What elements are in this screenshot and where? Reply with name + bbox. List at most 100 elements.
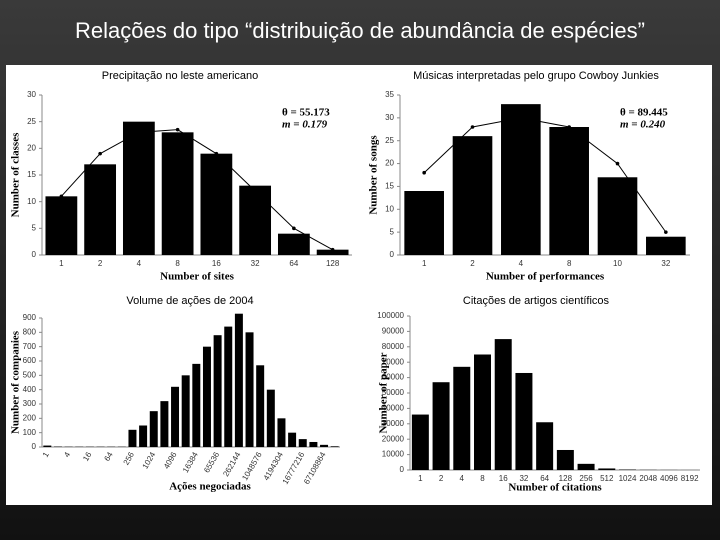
- fit-point: [59, 194, 64, 199]
- x-tick-label: 256: [579, 474, 593, 483]
- fit-point: [519, 116, 523, 120]
- y-tick-label: 35: [385, 90, 394, 99]
- bar: [43, 445, 52, 447]
- y-tick-label: 60000: [382, 373, 405, 382]
- x-tick-label: 512: [600, 474, 614, 483]
- y-tick-label: 5: [32, 223, 37, 232]
- bar: [266, 389, 275, 447]
- bar: [577, 463, 595, 470]
- x-tick-label: 4096: [660, 474, 678, 483]
- bar: [45, 196, 78, 255]
- y-tick-label: 30000: [382, 419, 405, 428]
- x-tick-label: 1024: [619, 474, 637, 483]
- annotation: θ = 89.445: [620, 107, 668, 119]
- chart-title: Precipitação no leste americano: [102, 70, 259, 82]
- x-tick-label: 1: [418, 474, 423, 483]
- x-tick-label: 4: [460, 474, 465, 483]
- fit-line: [61, 129, 333, 251]
- x-tick-label: 4: [62, 450, 72, 459]
- fit-line: [423, 117, 667, 233]
- fit-point: [98, 151, 102, 156]
- y-tick-label: 15: [27, 170, 36, 179]
- x-tick-label: 8192: [681, 474, 699, 483]
- x-axis-label: Number of citations: [508, 482, 602, 494]
- x-axis-label: Ações negociadas: [169, 481, 251, 493]
- bar: [597, 177, 638, 255]
- x-tick-label: 10: [613, 259, 622, 268]
- x-tick-label: 128: [326, 259, 340, 268]
- y-tick-label: 300: [23, 399, 37, 408]
- y-tick-label: 25: [385, 136, 394, 145]
- bar: [452, 136, 493, 255]
- bar: [171, 386, 180, 447]
- y-tick-label: 5: [390, 227, 395, 236]
- y-tick-label: 200: [23, 413, 37, 422]
- y-tick-label: 0: [32, 250, 37, 259]
- x-tick-label: 16: [499, 474, 508, 483]
- annotation: m = 0.179: [282, 119, 328, 131]
- bar: [309, 441, 318, 447]
- x-tick-label: 1: [422, 259, 427, 268]
- bar: [316, 249, 349, 255]
- x-tick-label: 2: [439, 474, 444, 483]
- fit-point: [422, 170, 426, 175]
- bar: [515, 372, 533, 470]
- bar: [181, 375, 190, 447]
- y-tick-label: 10: [27, 197, 36, 206]
- y-tick-label: 500: [23, 370, 37, 379]
- y-tick-label: 30: [27, 90, 36, 99]
- y-tick-label: 20000: [382, 434, 405, 443]
- y-axis-label: Number of paper: [378, 352, 390, 433]
- bar: [256, 365, 265, 447]
- bar: [453, 366, 471, 470]
- bar: [549, 127, 589, 255]
- x-tick-label: 64: [289, 259, 298, 268]
- y-axis-label: Number of songs: [368, 135, 380, 215]
- bar: [288, 432, 297, 447]
- bar: [200, 153, 233, 255]
- x-tick-label: 1: [59, 259, 64, 268]
- bar: [245, 332, 254, 447]
- x-tick-label: 64: [540, 474, 549, 483]
- bar: [474, 354, 491, 470]
- y-tick-label: 900: [23, 313, 37, 322]
- x-tick-label: 2: [98, 259, 103, 268]
- bar: [556, 449, 574, 470]
- y-tick-label: 70000: [382, 357, 405, 366]
- y-tick-label: 20: [385, 159, 394, 168]
- chart-title: Músicas interpretadas pelo grupo Cowboy …: [413, 70, 659, 82]
- y-tick-label: 15: [385, 182, 394, 191]
- y-tick-label: 80000: [382, 342, 405, 351]
- bar: [84, 164, 117, 255]
- bar: [411, 414, 429, 470]
- y-tick-label: 800: [23, 327, 37, 336]
- y-tick-label: 100: [23, 428, 37, 437]
- slide-title: Relações do tipo “distribuição de abundâ…: [75, 18, 645, 43]
- fit-point: [253, 189, 257, 193]
- annotation: θ = 55.173: [282, 107, 330, 119]
- fit-point: [470, 125, 475, 129]
- panel: [6, 65, 712, 505]
- chart-title: Citações de artigos científicos: [463, 295, 610, 307]
- y-tick-label: 10: [385, 204, 394, 213]
- bar: [234, 313, 243, 447]
- y-tick-label: 600: [23, 356, 37, 365]
- fit-point: [137, 130, 141, 135]
- x-tick-label: 16: [212, 259, 221, 268]
- bar: [432, 382, 450, 470]
- y-tick-label: 50000: [382, 388, 405, 397]
- bar: [494, 339, 512, 470]
- bar: [646, 236, 686, 255]
- y-axis-label: Number of classes: [10, 132, 22, 217]
- x-tick-label: 2: [470, 259, 475, 268]
- fit-point: [214, 151, 219, 156]
- bar: [122, 121, 155, 256]
- x-tick-label: 8: [567, 259, 572, 268]
- x-tick-label: 32: [519, 474, 528, 483]
- y-tick-label: 30: [385, 113, 394, 122]
- y-tick-label: 10000: [382, 450, 405, 459]
- annotation: m = 0.240: [620, 119, 666, 131]
- fit-point: [292, 226, 296, 231]
- y-tick-label: 25: [27, 117, 36, 126]
- y-tick-label: 20: [27, 143, 36, 152]
